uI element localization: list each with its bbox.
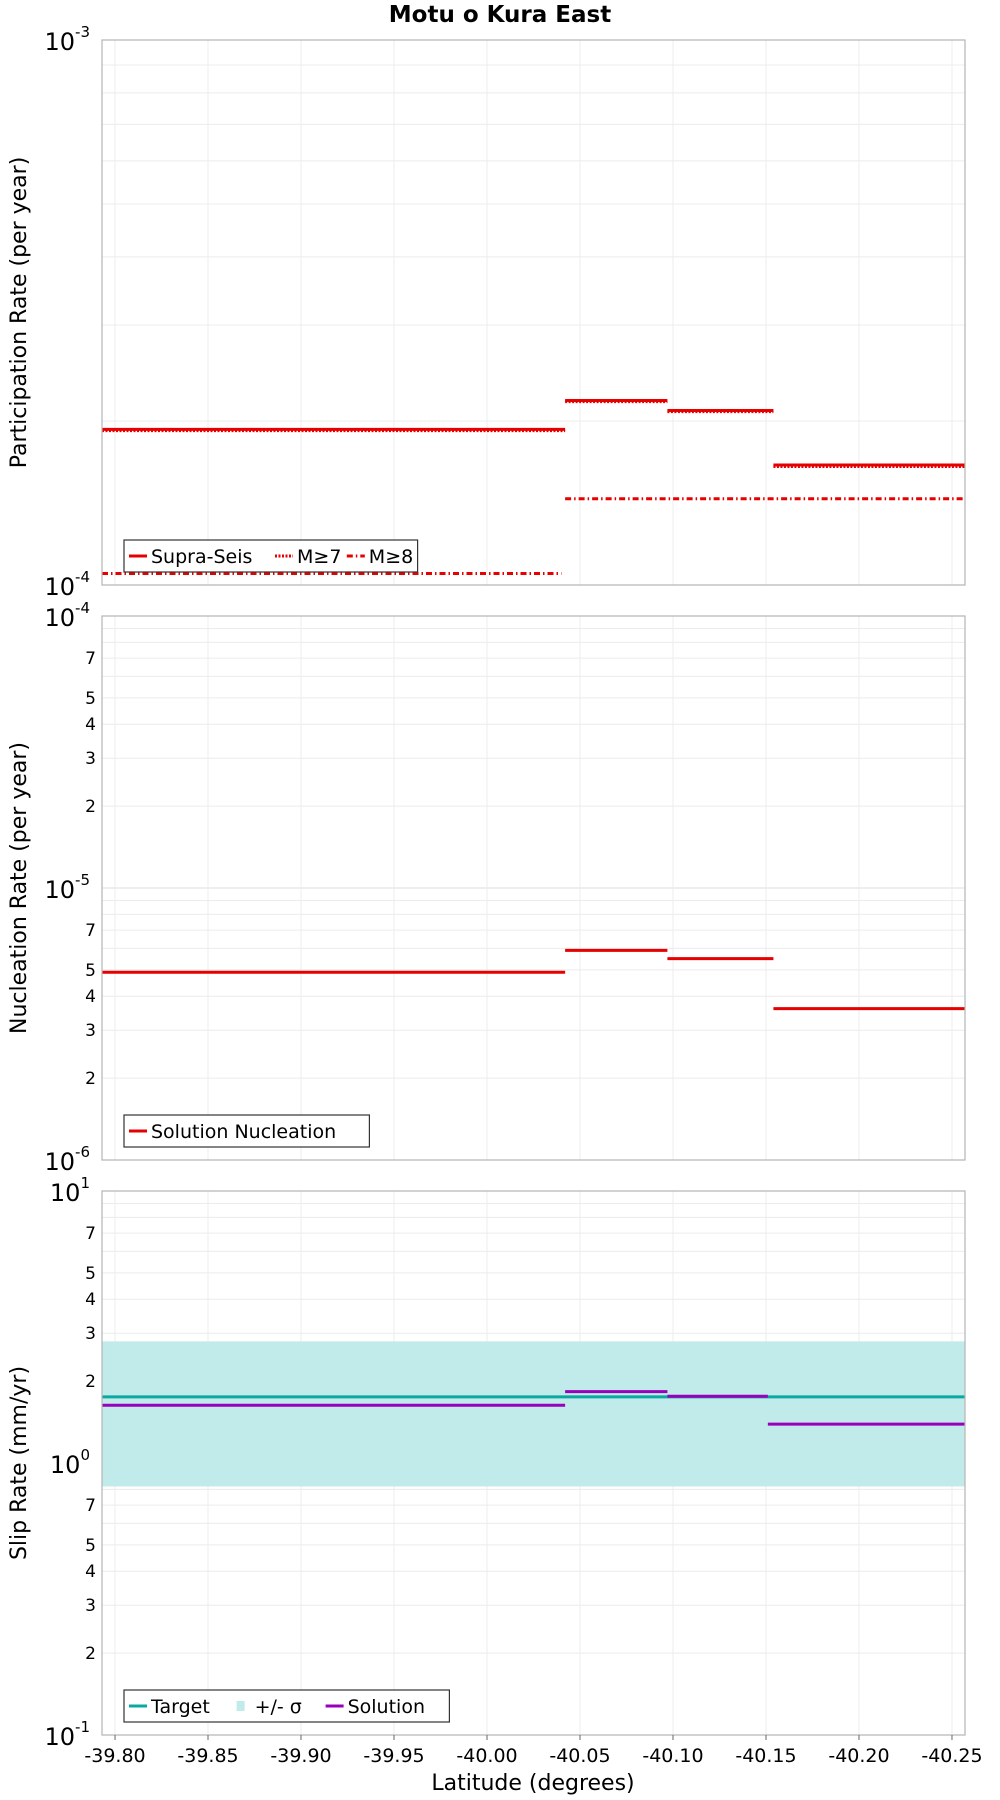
x-tick-label: -40.15: [735, 1745, 796, 1767]
x-tick-label: -40.00: [456, 1745, 517, 1767]
y-minor-label: 2: [85, 1069, 96, 1089]
panels: 10-310-48765432Participation Rate (per y…: [7, 23, 983, 1767]
legend-label: Target: [150, 1696, 210, 1718]
legend-box: [123, 1114, 370, 1148]
y-decade-label: 10-3: [44, 23, 90, 56]
y-decade-exponent: -6: [75, 1143, 90, 1161]
series-solution: [102, 1390, 965, 1426]
y-minor-label: 5: [85, 961, 96, 981]
y-decade-label: 10-6: [44, 1143, 90, 1176]
y-minor-label: 3: [85, 749, 96, 769]
y-minor-label: 2: [85, 797, 96, 817]
x-axis-label: Latitude (degrees): [431, 1771, 634, 1796]
y-minor-label: 7: [85, 649, 96, 669]
y-minor-label: 5: [85, 1536, 96, 1556]
legend-label: M≥7: [297, 546, 341, 568]
legend-label: +/- σ: [255, 1696, 302, 1718]
y-decade-base: 10: [44, 876, 75, 904]
series-solution-nucleation: [102, 948, 965, 1011]
participation-grid: [102, 40, 965, 586]
y-minor-label: 5: [85, 689, 96, 709]
y-minor-label: 7: [85, 921, 96, 941]
y-decade-base: 10: [44, 28, 75, 56]
legend-box: [123, 1689, 450, 1723]
slip-frame: [101, 1190, 966, 1736]
legend-label: Solution: [348, 1696, 425, 1718]
x-tick-label: -39.95: [363, 1745, 424, 1767]
y-minor-label: 4: [85, 1562, 96, 1582]
y-decade-label: 101: [50, 1174, 90, 1207]
x-tick-labels: -39.80 -39.85 -39.90 -39.95 -40.00 -40.05 -40.…: [84, 1735, 983, 1767]
y-decade-base: 10: [50, 1451, 81, 1479]
y-minor-label: 7: [85, 1224, 96, 1244]
participation-y-tick-labels: 10-310-48765432: [44, 23, 90, 601]
y-decade-base: 10: [44, 1723, 75, 1751]
x-tick-label: -39.90: [270, 1745, 331, 1767]
y-minor-label: 3: [85, 1596, 96, 1616]
y-decade-base: 10: [44, 604, 75, 632]
y-minor-label: 5: [85, 1264, 96, 1284]
nucleation-legend: Solution Nucleation: [123, 1114, 370, 1148]
y-decade-exponent: -4: [75, 568, 90, 586]
participation-frame: [101, 39, 966, 586]
nucleation-frame: [101, 615, 966, 1161]
y-minor-label: 2: [85, 1644, 96, 1664]
y-minor-label: 2: [85, 1372, 96, 1392]
chart-title: Motu o Kura East: [389, 2, 611, 28]
y-minor-label: 7: [85, 1496, 96, 1516]
y-decade-base: 10: [44, 1148, 75, 1176]
participation-legend: Supra-Seis M≥7 M≥8: [123, 539, 419, 573]
sigma-band: [102, 1341, 965, 1487]
y-decade-exponent: -4: [75, 599, 90, 617]
series-m-8: [102, 497, 965, 575]
y-decade-label: 10-4: [44, 599, 90, 632]
series-m-7: [102, 400, 965, 468]
y-minor-label: 3: [85, 1021, 96, 1041]
y-decade-label: 10-1: [44, 1718, 90, 1751]
y-decade-exponent: 1: [80, 1174, 90, 1192]
nucleation-y-axis-title: Nucleation Rate (per year): [7, 742, 32, 1034]
participation-y-axis-title: Participation Rate (per year): [7, 157, 32, 469]
nucleation-grid: [102, 616, 965, 1161]
y-decade-base: 10: [44, 573, 75, 601]
participation-plot-area: [102, 40, 965, 585]
participation-panel: 10-310-48765432Participation Rate (per y…: [7, 23, 966, 601]
slip-grid: [102, 1191, 965, 1736]
y-decade-base: 10: [50, 1179, 81, 1207]
y-decade-exponent: -3: [75, 23, 90, 41]
legend-box: [123, 539, 419, 573]
y-minor-label: 3: [85, 1324, 96, 1344]
x-tick-label: -40.20: [828, 1745, 889, 1767]
legend-label: Supra-Seis: [151, 546, 252, 568]
y-decade-label: 100: [50, 1446, 90, 1479]
y-decade-exponent: -5: [75, 871, 90, 889]
slip-legend: Target +/- σ Solution: [123, 1689, 450, 1723]
x-tick-label: -39.80: [84, 1745, 145, 1767]
x-tick-label: -40.25: [921, 1745, 982, 1767]
x-tick-label: -40.05: [549, 1745, 610, 1767]
y-minor-label: 4: [85, 987, 96, 1007]
y-decade-exponent: -1: [75, 1718, 90, 1736]
legend-swatch: [236, 1701, 245, 1711]
x-tick-label: -39.85: [177, 1745, 238, 1767]
legend-label: M≥8: [369, 546, 413, 568]
x-tick-label: -40.10: [642, 1745, 703, 1767]
y-decade-exponent: 0: [80, 1446, 90, 1464]
slip-y-axis-title: Slip Rate (mm/yr): [7, 1366, 32, 1560]
y-decade-label: 10-5: [44, 871, 90, 904]
y-decade-label: 10-4: [44, 568, 90, 601]
y-minor-label: 4: [85, 1290, 96, 1310]
legend-label: Solution Nucleation: [151, 1121, 336, 1143]
y-minor-label: 4: [85, 715, 96, 735]
